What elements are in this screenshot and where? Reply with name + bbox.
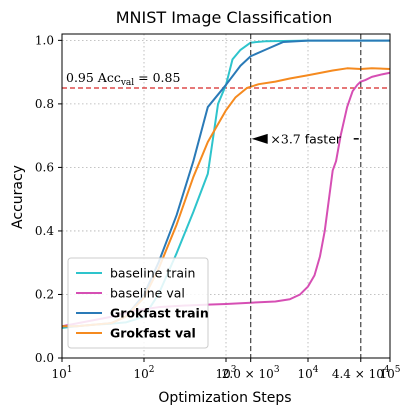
x-tick-label: 101	[51, 365, 72, 381]
y-tick-label: 0.8	[35, 97, 54, 111]
speedup-annotation: ×3.7 faster	[251, 131, 359, 146]
y-tick-label: 0.4	[35, 224, 54, 238]
chart-title: MNIST Image Classification	[116, 8, 333, 27]
plot-frame	[61, 33, 391, 359]
legend-entry-label: Grokfast train	[110, 306, 209, 321]
markers-group	[250, 34, 362, 358]
threshold-label: 0.95 Accval = 0.85	[66, 70, 180, 88]
x-tick-label: 104	[297, 365, 318, 381]
legend-entry-label: baseline val	[110, 286, 185, 301]
legend: baseline train baseline val Grokfast train…	[67, 257, 209, 349]
legend-entry-label: baseline train	[110, 266, 195, 281]
legend-entry-label: Grokfast val	[110, 326, 196, 341]
y-tick-label: 0.0	[35, 351, 54, 365]
y-tick-label: 0.2	[35, 287, 54, 301]
speedup-label: ×3.7 faster	[270, 131, 341, 146]
y-tick-labels: 0.0 0.2 0.4 0.6 0.8 1.0	[35, 33, 62, 365]
x-tick-label: 2.0 × 103	[222, 365, 280, 381]
y-axis-label: Accuracy	[10, 165, 26, 229]
x-tick-label: 105	[379, 365, 400, 381]
threshold-group: 0.95 Accval = 0.85	[62, 70, 390, 89]
speedup-arrow-head	[251, 133, 268, 144]
y-tick-label: 1.0	[35, 33, 54, 47]
y-tick-label: 0.6	[35, 160, 54, 174]
x-tick-label: 103	[215, 365, 236, 381]
x-tick-label: 4.4 × 104	[332, 365, 390, 381]
x-axis-label: Optimization Steps	[158, 390, 291, 406]
legend-box	[67, 257, 209, 349]
x-tick-label: 102	[133, 365, 154, 381]
